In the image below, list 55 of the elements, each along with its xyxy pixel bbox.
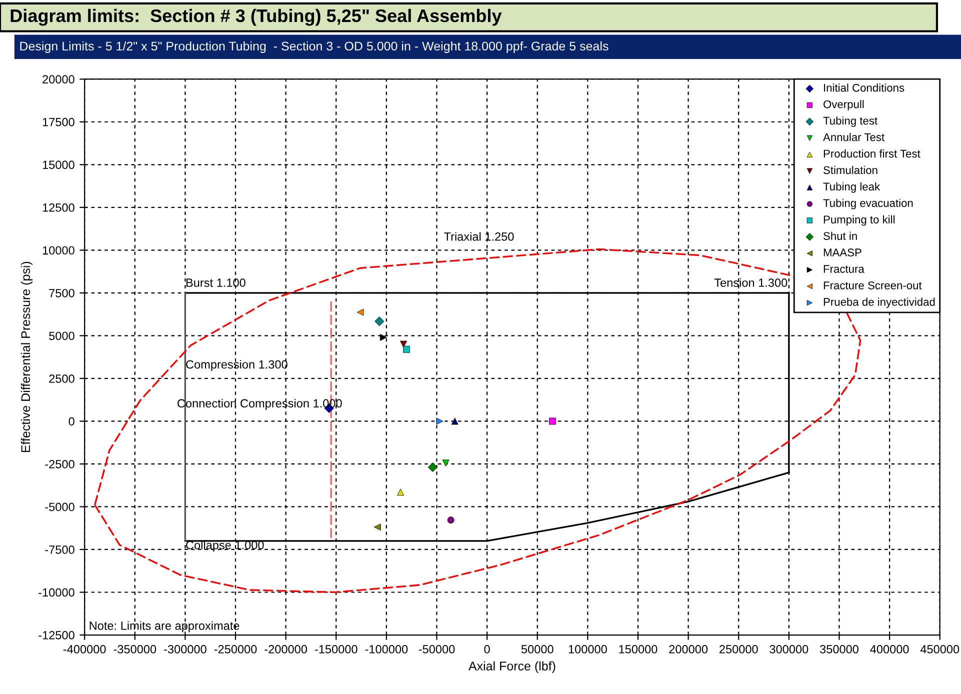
legend-label: Stimulation (824, 166, 878, 174)
x-tick-label: 100000 (568, 645, 607, 654)
x-axis-title: Axial Force (lbf) (468, 661, 556, 673)
x-tick-label: 200000 (669, 645, 708, 654)
annotation: Burst 1.100 (186, 278, 246, 287)
legend-label: Tubing leak (823, 182, 880, 193)
annotation: Tension 1.300 (714, 278, 788, 287)
x-tick-label: -350000 (114, 645, 156, 654)
legend-label: Shut in (824, 232, 857, 240)
x-tick-label: -250000 (214, 645, 257, 654)
x-tick-label: -200000 (264, 645, 308, 654)
chart-subtitle: Design Limits - 5 1/2" x 5" Production Tubing - Section 3 - OD 5.000 in - Weight 18.000 ppf- Grade 5 seals (20, 41, 608, 54)
annotation: Triaxial 1.250 (444, 232, 514, 241)
legend-label: MAASP (824, 248, 862, 256)
x-tick-label: -100000 (365, 645, 408, 654)
y-tick-label: 15000 (42, 160, 74, 170)
x-tick-label: 0 (484, 645, 490, 654)
x-tick-label: 300000 (770, 645, 808, 654)
legend-label: Pumping to kill (824, 215, 895, 226)
y-tick-label: 7500 (49, 288, 74, 298)
y-tick-label: -2500 (45, 460, 74, 468)
y-tick-label: 17500 (42, 118, 74, 126)
x-tick-label: 150000 (619, 645, 658, 654)
chart-title: Diagram limits: Section # 3 (Tubing) 5,25" Seal Assembly (10, 8, 502, 26)
x-tick-label: 450000 (920, 645, 960, 654)
x-tick-label: -400000 (63, 645, 106, 654)
y-tick-label: -7500 (45, 546, 74, 554)
y-tick-label: 10000 (42, 246, 74, 255)
annotation: Note: Limits are approximate (90, 621, 240, 632)
legend-label: Production first Test (824, 149, 920, 158)
x-tick-label: 50000 (521, 645, 554, 654)
y-tick-label: 5000 (49, 332, 74, 340)
x-tick-label: -150000 (314, 645, 358, 654)
y-tick-label: 2500 (49, 374, 74, 383)
legend-label: Initial Conditions (824, 84, 904, 92)
x-tick-label: -50000 (418, 645, 455, 654)
y-tick-label: -12500 (38, 631, 74, 640)
y-axis-title: Effective Differential Pressure (psi) (20, 262, 33, 452)
y-tick-label: 0 (68, 417, 74, 426)
y-tick-label: -5000 (45, 502, 74, 512)
y-tick-label: 12500 (42, 203, 74, 212)
legend-label: Tubing test (823, 116, 878, 127)
legend-label: Tubing evacuation (823, 198, 913, 210)
x-tick-label: 350000 (820, 645, 858, 654)
y-tick-label: -10000 (38, 588, 74, 597)
x-tick-label: 400000 (870, 645, 909, 654)
legend-label: Fracture Screen-out (824, 281, 922, 290)
x-tick-label: -300000 (164, 645, 206, 654)
x-tick-label: 250000 (720, 645, 758, 654)
y-tick-label: 20000 (42, 75, 74, 84)
legend-label: Annular Test (823, 132, 884, 142)
legend-label: Prueba de inyectividad (824, 298, 935, 308)
legend-label: Fractura (824, 265, 864, 273)
annotation: Compression 1.300 (186, 360, 288, 371)
legend-label: Overpull (824, 100, 864, 110)
